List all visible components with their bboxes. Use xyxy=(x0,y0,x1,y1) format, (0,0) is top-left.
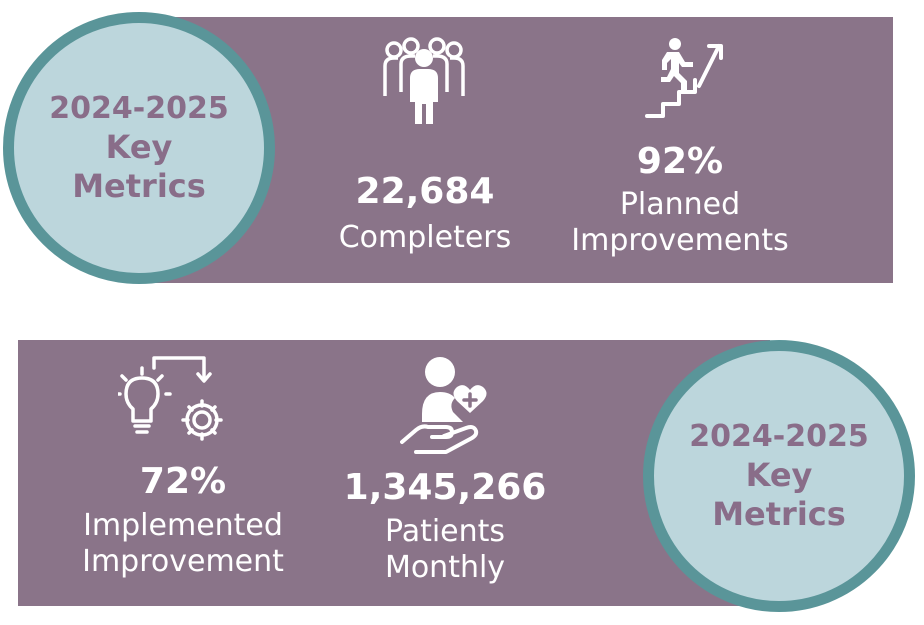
metric-label: Planned Improvements xyxy=(555,187,805,259)
badge-title-line1: Key xyxy=(105,128,173,166)
metric-value: 72% xyxy=(139,461,227,502)
lightbulb-gear-icon xyxy=(116,354,228,448)
metric-planned-improvements: 92% Planned Improvements xyxy=(555,30,805,270)
metric-implemented-improvement: 72% Implemented Improvement xyxy=(58,352,308,592)
badge-title-line2: Metrics xyxy=(72,167,206,205)
badge-year: 2024-2025 xyxy=(49,91,229,126)
metric-label-line: Monthly xyxy=(384,550,506,585)
metric-label-line: Patients xyxy=(384,514,506,549)
badge-title-line2: Metrics xyxy=(712,495,846,533)
person-climbing-stairs-icon xyxy=(643,36,727,124)
metric-value: 22,684 xyxy=(355,171,495,212)
group-of-people-icon xyxy=(382,36,466,130)
metric-value: 92% xyxy=(636,141,724,182)
badge-title-line1: Key xyxy=(745,456,813,494)
metric-label-line: Completers xyxy=(338,220,512,255)
key-metrics-badge-top: 2024-2025 Key Metrics xyxy=(3,12,275,284)
metric-label: Completers xyxy=(310,220,540,256)
hand-holding-heart-person-icon xyxy=(400,354,496,458)
badge-year: 2024-2025 xyxy=(689,419,869,454)
metric-value: 1,345,266 xyxy=(343,467,547,508)
metric-label-line: Implemented xyxy=(83,508,283,543)
metric-label-line: Improvements xyxy=(571,223,789,258)
key-metrics-badge-bottom: 2024-2025 Key Metrics xyxy=(643,340,915,612)
metric-patients-monthly: 1,345,266 Patients Monthly xyxy=(340,352,550,592)
metric-label: Implemented Improvement xyxy=(58,508,308,580)
metric-label-line: Planned xyxy=(619,187,741,222)
metric-label: Patients Monthly xyxy=(340,514,550,586)
metric-label-line: Improvement xyxy=(82,544,284,579)
metric-completers: 22,684 Completers xyxy=(310,30,540,255)
